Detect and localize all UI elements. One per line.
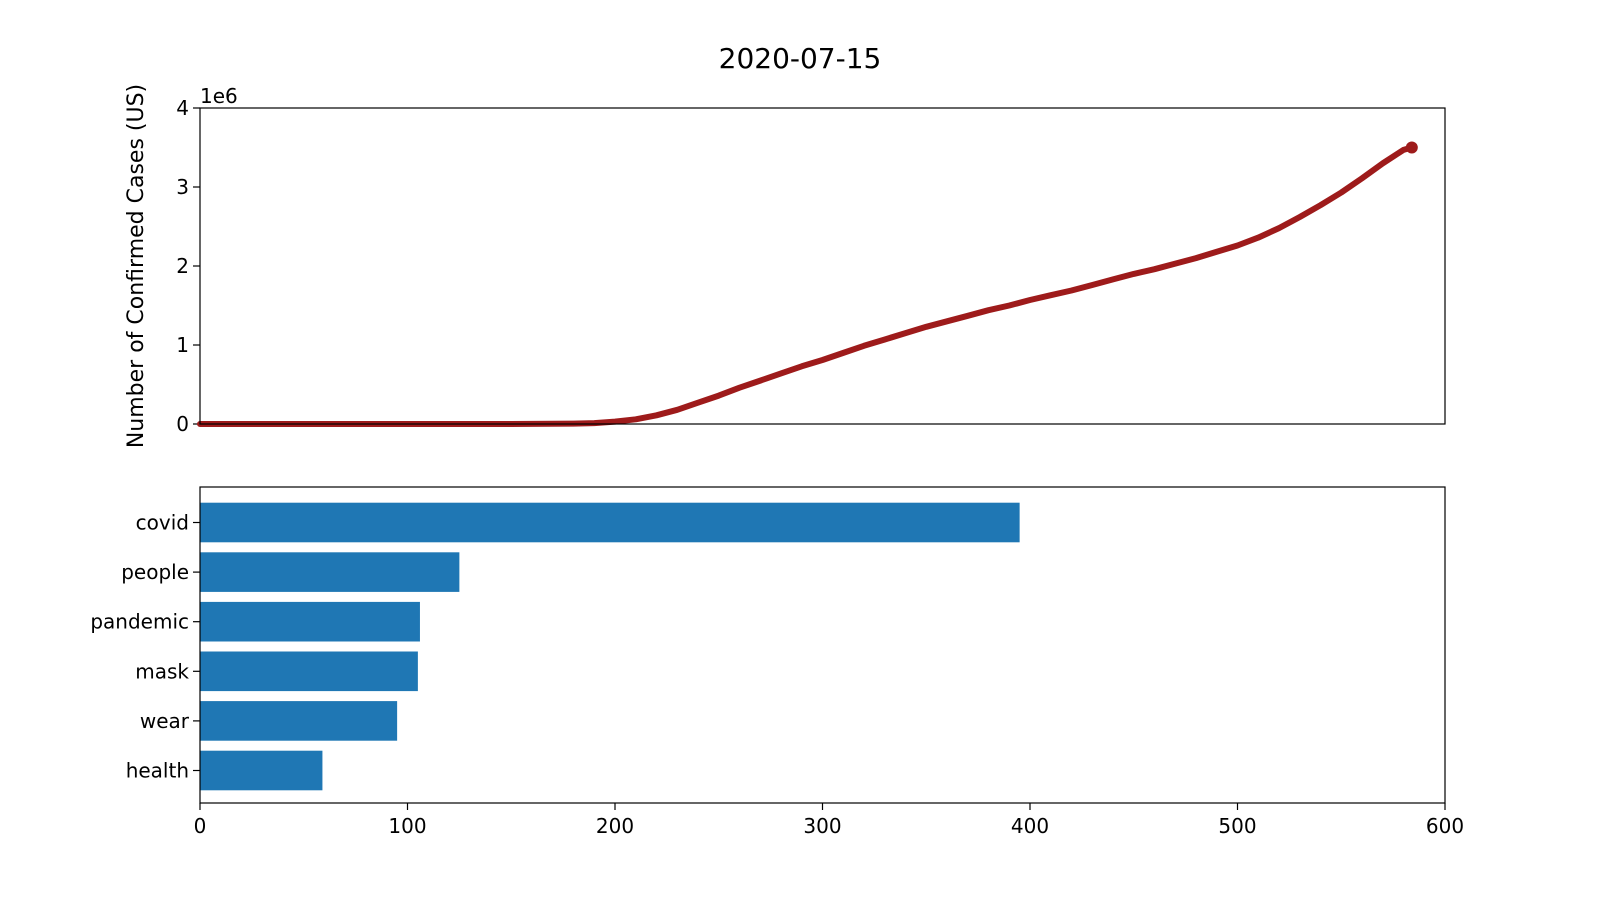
bar-pandemic — [200, 601, 420, 642]
x-tick-label: 600 — [1426, 814, 1464, 838]
x-tick-label: 500 — [1218, 814, 1256, 838]
bar-covid — [200, 502, 1020, 543]
bar-axes-frame — [199, 486, 1446, 804]
y-tick-label: 1 — [176, 333, 189, 357]
y-ticks: 0 1 2 3 4 — [176, 96, 200, 436]
x-tick-label: 200 — [596, 814, 634, 838]
category-label: mask — [135, 659, 189, 683]
y-tick-label: 2 — [176, 254, 189, 278]
bar-wear — [200, 701, 398, 741]
y-offset-label: 1e6 — [200, 84, 238, 108]
bars — [200, 502, 1020, 791]
x-tick-label: 300 — [803, 814, 841, 838]
bar-mask — [200, 651, 418, 692]
cases-line — [197, 144, 1415, 427]
category-label: health — [126, 759, 189, 783]
line-axes-frame — [199, 107, 1446, 425]
x-ticks: 0 100 200 300 400 500 600 — [194, 803, 1464, 838]
cases-line-chart: 0 1 2 3 4 1e6 Number of Confirmed Cases (US) — [124, 84, 1446, 448]
y-tick-label: 4 — [176, 96, 189, 120]
line-series — [197, 141, 1418, 427]
y-tick-label: 3 — [176, 175, 189, 199]
x-tick-label: 100 — [388, 814, 426, 838]
figure-title: 2020-07-15 — [719, 42, 882, 75]
y-axis-label: Number of Confirmed Cases (US) — [124, 84, 149, 448]
category-label: wear — [140, 709, 190, 733]
bar-health — [200, 750, 323, 791]
x-tick-label: 400 — [1011, 814, 1049, 838]
word-frequency-bar-chart: covid people pandemic mask wear health 0 100 20… — [90, 486, 1464, 838]
x-tick-label: 0 — [194, 814, 207, 838]
y-tick-label: 0 — [176, 412, 189, 436]
category-label: pandemic — [90, 610, 189, 634]
bar-people — [200, 552, 460, 592]
latest-point-marker — [1405, 141, 1418, 154]
category-ticks: covid people pandemic mask wear health — [90, 511, 200, 783]
category-label: covid — [136, 511, 189, 535]
category-label: people — [121, 560, 189, 584]
